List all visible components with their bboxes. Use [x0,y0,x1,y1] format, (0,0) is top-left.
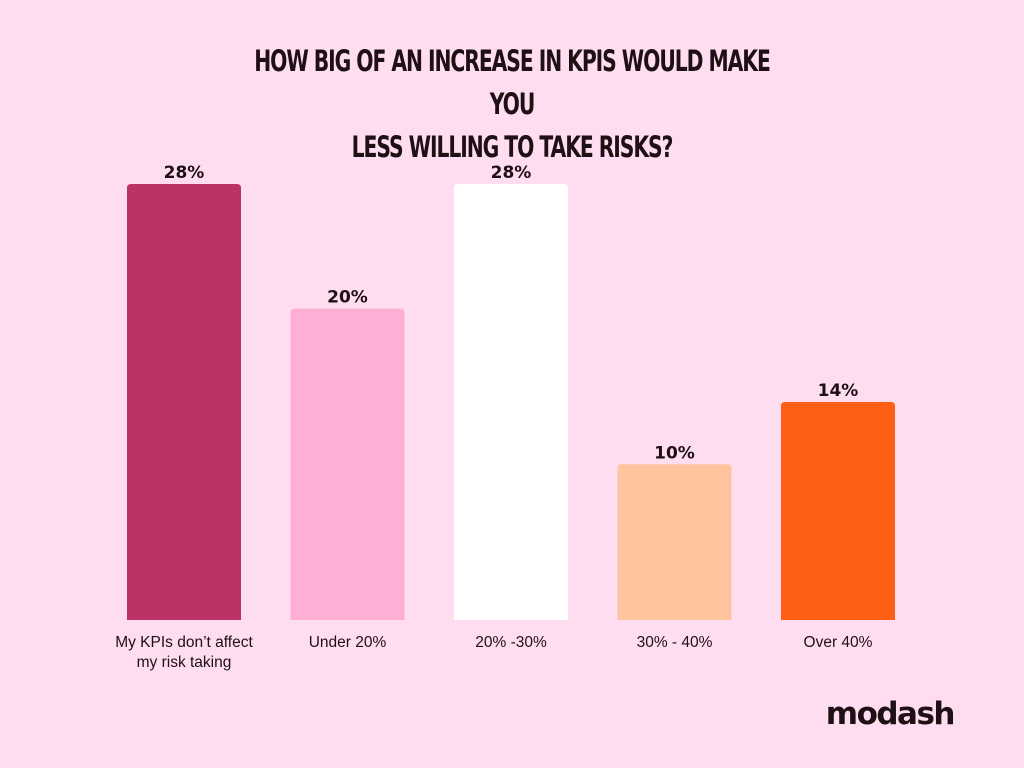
category-label-1-line-2: my risk taking [137,654,232,671]
category-label-5: Over 40% [804,634,873,651]
category-label-3: 20% -30% [475,634,547,651]
category-label-2: Under 20% [309,634,387,651]
data-label-5: 14% [818,381,859,401]
bar-2 [290,308,405,620]
data-label-4: 10% [654,443,695,463]
category-label-1-line-1: My KPIs don’t affect [115,634,253,651]
bar-4 [617,464,732,620]
bar-5 [781,402,895,620]
bar-1 [127,184,241,620]
data-label-2: 20% [327,288,368,308]
modash-logo: modash [825,696,956,732]
data-label-3: 28% [491,163,532,183]
chart-title-line-2: LESS WILLING TO TAKE RISKS? [351,130,674,164]
bar-3 [454,184,568,620]
category-label-4: 30% - 40% [637,634,713,651]
chart-title-line-1: HOW BIG OF AN INCREASE IN KPIS WOULD MAK… [254,44,771,121]
chart-title: HOW BIG OF AN INCREASE IN KPIS WOULD MAK… [232,40,792,169]
data-label-1: 28% [164,163,205,183]
